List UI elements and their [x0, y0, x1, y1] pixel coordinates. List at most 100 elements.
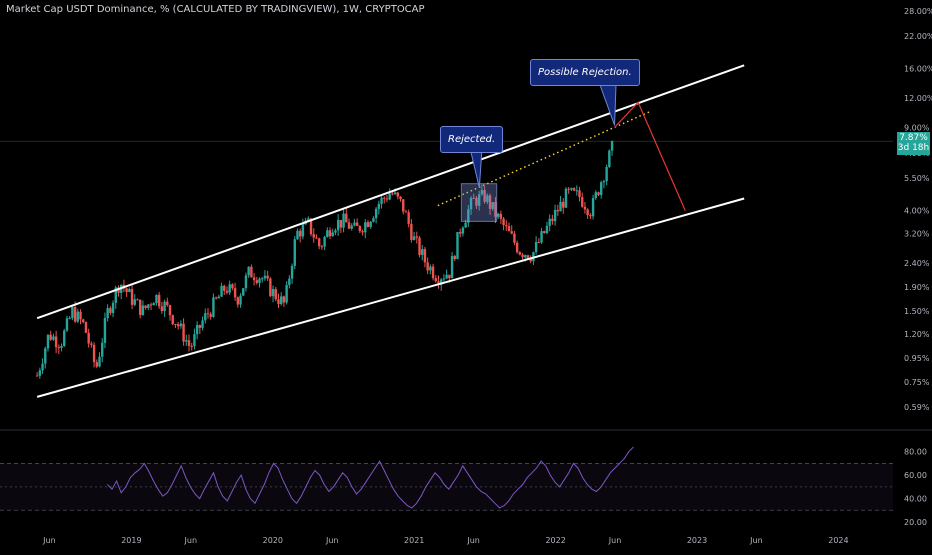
- rejected-zone-box: [460, 183, 498, 222]
- candle-body: [309, 218, 313, 235]
- candle-body: [101, 342, 104, 357]
- candle-body: [52, 336, 55, 340]
- candle-body: [326, 230, 329, 237]
- candle-body: [456, 232, 459, 260]
- candle-body: [445, 274, 448, 279]
- bar-countdown: 3d 18h: [897, 143, 930, 153]
- candle-body: [290, 265, 294, 279]
- candle-body: [147, 304, 150, 308]
- candle-body: [540, 231, 543, 243]
- candle-body: [583, 206, 587, 210]
- y-tick-label: 12.00%: [904, 94, 932, 103]
- candle-body: [404, 211, 408, 213]
- candle-body: [442, 278, 446, 280]
- candle-body: [358, 225, 362, 232]
- candle-body: [301, 224, 305, 237]
- candle-body: [149, 304, 153, 306]
- candle-body: [317, 238, 321, 247]
- candle-body: [323, 236, 326, 247]
- candle-body: [578, 190, 581, 198]
- candle-body: [114, 287, 117, 303]
- candle-body: [312, 234, 315, 238]
- candle-body: [345, 213, 348, 223]
- candle-body: [185, 340, 188, 342]
- candle-body: [280, 296, 283, 305]
- x-tick-label: Jun: [466, 536, 480, 545]
- candle-body: [198, 325, 202, 328]
- candle-body: [570, 188, 573, 190]
- candle-body: [467, 209, 470, 223]
- candle-body: [63, 330, 66, 346]
- candle-body: [168, 305, 172, 316]
- candle-body: [277, 299, 280, 305]
- x-tick-label: 2019: [121, 536, 141, 545]
- candle-body: [331, 232, 334, 237]
- candle-body: [510, 231, 513, 234]
- candle-body: [418, 237, 421, 255]
- candle-body: [524, 255, 527, 258]
- candle-body: [581, 197, 584, 207]
- candle-body: [494, 202, 497, 217]
- candle-body: [415, 236, 419, 238]
- candle-body: [553, 210, 557, 222]
- candle-body: [431, 266, 435, 279]
- candle-body: [38, 370, 42, 376]
- candle-body: [296, 230, 299, 240]
- candle-body: [597, 192, 600, 195]
- candle-body: [353, 222, 356, 226]
- candle-body: [125, 288, 128, 293]
- candle-body: [68, 317, 71, 319]
- rsi-tick-label: 40.00: [904, 495, 927, 504]
- candle-body: [421, 249, 424, 255]
- candle-body: [453, 255, 456, 260]
- x-tick-label: Jun: [42, 536, 56, 545]
- candle-body: [206, 313, 210, 315]
- candle-body: [92, 344, 96, 363]
- candle-body: [223, 285, 226, 291]
- candle-body: [336, 219, 340, 231]
- candle-body: [179, 323, 183, 327]
- candle-body: [534, 241, 538, 253]
- candle-body: [575, 190, 579, 192]
- x-tick-label: Jun: [749, 536, 763, 545]
- candle-body: [320, 246, 324, 248]
- candle-body: [269, 278, 272, 297]
- candle-body: [486, 195, 489, 202]
- candle-body: [464, 222, 467, 228]
- candle-body: [402, 199, 405, 212]
- candle-body: [266, 275, 269, 279]
- x-tick-label: Jun: [608, 536, 622, 545]
- x-tick-label: 2022: [545, 536, 565, 545]
- candle-body: [372, 218, 375, 222]
- candle-body: [261, 278, 264, 280]
- candle-body: [231, 284, 234, 289]
- candle-body: [347, 222, 351, 229]
- candle-body: [521, 254, 524, 258]
- y-tick-label: 2.40%: [904, 259, 930, 268]
- candle-body: [388, 193, 391, 200]
- candle-body: [399, 196, 402, 200]
- chart-title: Market Cap USDT Dominance, % (CALCULATED…: [6, 4, 425, 15]
- candle-body: [90, 343, 93, 345]
- candle-body: [567, 188, 570, 190]
- candle-body: [35, 375, 39, 377]
- candle-body: [174, 323, 177, 325]
- candle-body: [98, 356, 101, 367]
- candle-body: [342, 213, 345, 228]
- candle-body: [204, 313, 207, 321]
- x-tick-label: 2024: [828, 536, 848, 545]
- candle-body: [60, 345, 63, 348]
- candle-body: [65, 318, 69, 331]
- candle-body: [594, 192, 597, 199]
- candle-body: [84, 322, 88, 333]
- x-tick-label: Jun: [325, 536, 339, 545]
- candle-body: [160, 306, 164, 312]
- candle-body: [214, 297, 218, 299]
- candle-body: [350, 225, 353, 229]
- candle-body: [44, 348, 47, 364]
- candle-body: [610, 141, 614, 151]
- candle-body: [393, 192, 397, 194]
- candle-body: [217, 296, 221, 299]
